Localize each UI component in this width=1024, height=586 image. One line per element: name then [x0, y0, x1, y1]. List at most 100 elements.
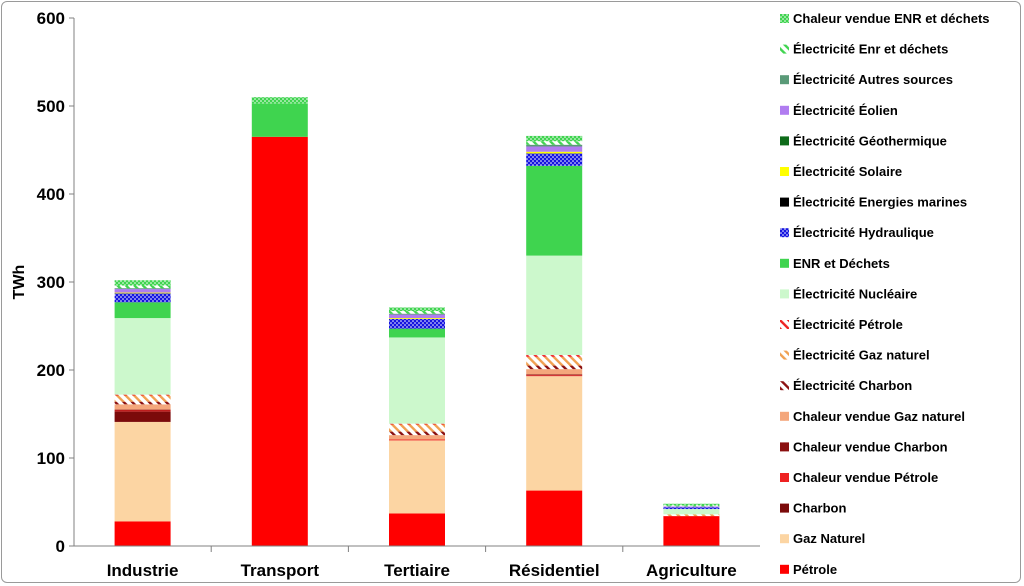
- bar-segment: [663, 503, 720, 506]
- legend-item: Électricité Géothermique: [780, 133, 947, 148]
- legend-item: Électricité Hydraulique: [780, 225, 934, 240]
- bar-segment: [526, 151, 583, 154]
- legend-label: Chaleur vendue Gaz naturel: [793, 409, 965, 424]
- legend-swatch: [780, 534, 789, 544]
- legend-label: Électricité Éolien: [793, 103, 898, 118]
- bar-segment: [389, 318, 445, 329]
- legend: Chaleur vendue ENR et déchets Électricité…: [780, 11, 990, 577]
- bar-segment: [114, 280, 171, 286]
- legend-label: Électricité Géothermique: [793, 133, 947, 148]
- bar-segment: [251, 136, 308, 547]
- legend-label: Électricité Enr et déchets: [793, 42, 948, 57]
- bar-segment: [389, 318, 445, 319]
- bar-segment: [389, 313, 445, 315]
- bar-segment: [663, 509, 720, 515]
- legend-swatch: [780, 44, 789, 54]
- bar-segment: [663, 516, 720, 546]
- legend-label: Chaleur vendue ENR et déchets: [793, 11, 990, 26]
- x-category-label: Résidentiel: [509, 561, 600, 580]
- legend-label: Pétrole: [793, 562, 837, 577]
- bar-segment: [526, 490, 583, 546]
- bar-segment: [114, 394, 171, 396]
- bar-segment: [526, 355, 583, 357]
- bar-segment: [663, 506, 720, 508]
- bar-segment: [114, 521, 171, 546]
- bar-segment: [526, 375, 583, 377]
- legend-item: Électricité Gaz naturel: [780, 348, 930, 363]
- bar-segment: [526, 369, 583, 375]
- bar-segment: [114, 411, 171, 422]
- bar-stack: [663, 503, 720, 546]
- bar-segment: [526, 365, 583, 370]
- legend-item: Gaz Naturel: [780, 531, 865, 546]
- legend-label: Électricité Charbon: [793, 378, 912, 393]
- legend-label: ENR et Déchets: [793, 256, 890, 271]
- bar-segment: [526, 144, 583, 147]
- legend-swatch: [780, 442, 789, 452]
- legend-label: Électricité Solaire: [793, 164, 902, 179]
- bar-segment: [114, 410, 171, 412]
- bar-segment: [114, 289, 171, 293]
- bar-segment: [114, 409, 171, 411]
- legend-swatch: [780, 167, 789, 176]
- bar-segment: [526, 374, 583, 376]
- y-tick-label: 200: [37, 361, 65, 380]
- bar-segment: [389, 439, 445, 441]
- legend-item: Chaleur vendue Gaz naturel: [780, 409, 965, 424]
- bar-segment: [114, 404, 171, 410]
- legend-item: Électricité Charbon: [780, 378, 912, 393]
- axes-layer: 0 100 200 300 400 500 600 Industrie Transport Ter…: [37, 9, 760, 580]
- legend-swatch: [780, 136, 789, 146]
- legend-label: Charbon: [793, 501, 847, 516]
- x-category-label: Agriculture: [646, 561, 737, 580]
- bar-segment: [114, 395, 171, 402]
- x-category-label: Transport: [241, 561, 320, 580]
- legend-item: ENR et Déchets: [780, 256, 890, 271]
- bar-segment: [114, 288, 171, 290]
- y-tick-label: 400: [37, 185, 65, 204]
- legend-label: Électricité Autres sources: [793, 72, 953, 87]
- y-tick-label: 500: [37, 97, 65, 116]
- y-axis-title: TWh: [11, 265, 28, 300]
- bar-segment: [526, 376, 583, 491]
- y-tick-label: 100: [37, 449, 65, 468]
- x-category-label: Tertiaire: [384, 561, 450, 580]
- legend-label: Électricité Pétrole: [793, 317, 903, 332]
- bar-segment: [114, 401, 171, 405]
- legend-swatch: [780, 197, 789, 207]
- legend-swatch: [780, 473, 789, 482]
- bar-segment: [526, 356, 583, 366]
- legend-label: Chaleur vendue Charbon: [793, 439, 948, 454]
- legend-swatch: [780, 564, 789, 574]
- bar-segment: [389, 440, 445, 514]
- bar-segment: [389, 435, 445, 440]
- bar-segment: [114, 292, 171, 294]
- bar-segment: [389, 328, 445, 338]
- bar-segment: [389, 423, 445, 425]
- bar-segment: [251, 103, 308, 137]
- legend-item: Électricité Solaire: [780, 164, 902, 179]
- legend-label: Électricité Gaz naturel: [793, 348, 930, 363]
- legend-label: Électricité Hydraulique: [793, 225, 934, 240]
- legend-swatch: [780, 75, 789, 85]
- bar-segment: [114, 293, 171, 303]
- bar-segment: [663, 505, 720, 507]
- bar-segment: [526, 153, 583, 166]
- legend-item: Chaleur vendue Charbon: [780, 439, 948, 454]
- bar-stack: [114, 280, 171, 546]
- bar-segment: [389, 513, 445, 546]
- legend-swatch: [780, 350, 789, 360]
- legend-item: Électricité Energies marines: [780, 195, 967, 210]
- bar-segment: [663, 507, 720, 510]
- legend-item: Électricité Nucléaire: [780, 286, 917, 301]
- bar-stack: [389, 307, 445, 546]
- bar-segment: [389, 311, 445, 314]
- bars-layer: [114, 97, 720, 547]
- legend-swatch: [780, 228, 789, 238]
- bar-segment: [526, 165, 583, 256]
- bar-segment: [389, 307, 445, 312]
- legend-swatch: [780, 381, 789, 391]
- legend-swatch: [780, 411, 789, 421]
- bar-segment: [114, 421, 171, 522]
